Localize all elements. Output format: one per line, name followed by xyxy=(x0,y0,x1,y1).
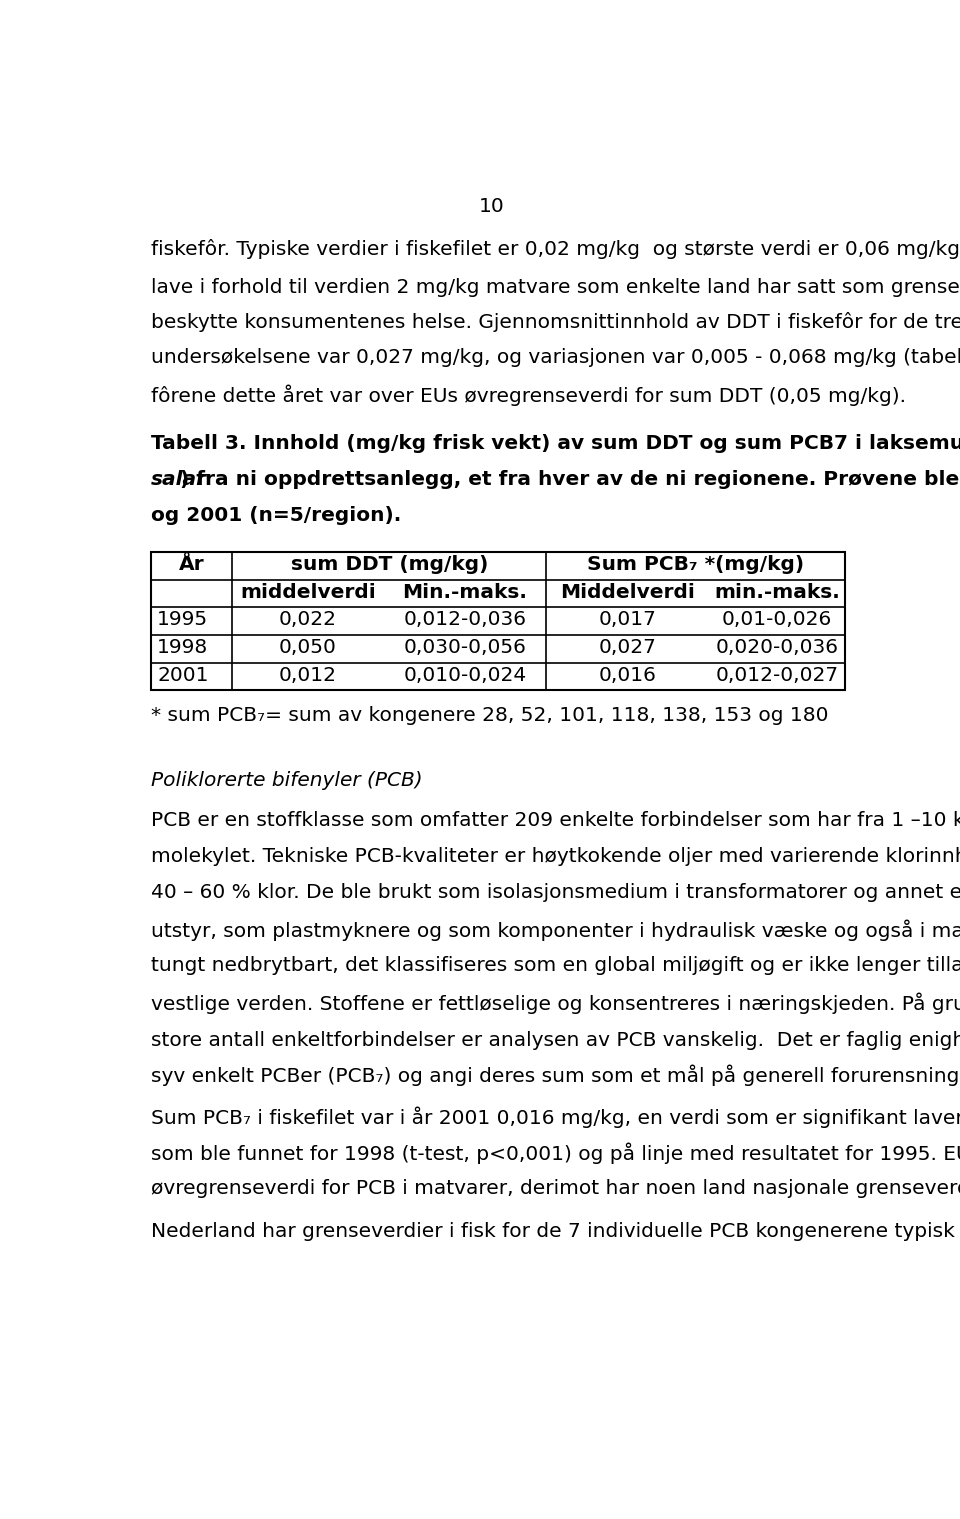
Text: 0,030-0,056: 0,030-0,056 xyxy=(403,638,526,658)
Text: sum DDT (mg/kg): sum DDT (mg/kg) xyxy=(291,554,488,574)
Text: store antall enkeltforbindelser er analysen av PCB vanskelig.  Det er faglig eni: store antall enkeltforbindelser er analy… xyxy=(151,1028,960,1050)
Text: 0,027: 0,027 xyxy=(599,638,657,658)
Text: Min.-maks.: Min.-maks. xyxy=(402,583,527,602)
Text: ) fra ni oppdrettsanlegg, et fra hver av de ni regionene. Prøvene ble tatt i 199: ) fra ni oppdrettsanlegg, et fra hver av… xyxy=(180,471,960,489)
Text: 0,010-0,024: 0,010-0,024 xyxy=(403,665,526,685)
Text: fôrene dette året var over EUs øvregrenseverdi for sum DDT (0,05 mg/kg).: fôrene dette året var over EUs øvregrens… xyxy=(151,384,906,406)
Text: utstyr, som plastmyknere og som komponenter i hydraulisk væske og også i maling.: utstyr, som plastmyknere og som komponen… xyxy=(151,919,960,942)
Text: 0,020-0,036: 0,020-0,036 xyxy=(715,638,838,658)
Text: salar: salar xyxy=(151,471,207,489)
Text: 1995: 1995 xyxy=(157,611,208,629)
Text: 1998: 1998 xyxy=(157,638,208,658)
Text: 10: 10 xyxy=(479,197,505,216)
Text: lave i forhold til verdien 2 mg/kg matvare som enkelte land har satt som grensev: lave i forhold til verdien 2 mg/kg matva… xyxy=(151,275,960,296)
Text: 0,017: 0,017 xyxy=(599,611,657,629)
Text: 40 – 60 % klor. De ble brukt som isolasjonsmedium i transformatorer og annet ele: 40 – 60 % klor. De ble brukt som isolasj… xyxy=(151,884,960,902)
Text: Sum PCB₇ *(mg/kg): Sum PCB₇ *(mg/kg) xyxy=(587,554,804,574)
Text: 0,016: 0,016 xyxy=(599,665,657,685)
Text: 0,012-0,036: 0,012-0,036 xyxy=(403,611,526,629)
Text: 0,01-0,026: 0,01-0,026 xyxy=(722,611,832,629)
Text: som ble funnet for 1998 (t-test, p<0,001) og på linje med resultatet for 1995. E: som ble funnet for 1998 (t-test, p<0,001… xyxy=(151,1142,960,1165)
Text: Sum PCB₇ i fiskefilet var i år 2001 0,016 mg/kg, en verdi som er signifikant lav: Sum PCB₇ i fiskefilet var i år 2001 0,01… xyxy=(151,1107,960,1129)
Text: beskytte konsumentenes helse. Gjennomsnittinnhold av DDT i fiskefôr for de tre: beskytte konsumentenes helse. Gjennomsni… xyxy=(151,311,960,331)
Text: PCB er en stoffklasse som omfatter 209 enkelte forbindelser som har fra 1 –10 kl: PCB er en stoffklasse som omfatter 209 e… xyxy=(151,811,960,829)
Text: 0,050: 0,050 xyxy=(279,638,337,658)
Text: undersøkelsene var 0,027 mg/kg, og variasjonen var 0,005 - 0,068 mg/kg (tabell 4: undersøkelsene var 0,027 mg/kg, og varia… xyxy=(151,348,960,366)
Text: 0,012-0,027: 0,012-0,027 xyxy=(715,665,838,685)
Text: Middelverdi: Middelverdi xyxy=(561,583,695,602)
Text: fiskefôr. Typiske verdier i fiskefilet er 0,02 mg/kg  og største verdi er 0,06 m: fiskefôr. Typiske verdier i fiskefilet e… xyxy=(151,240,960,260)
Bar xyxy=(151,551,845,691)
Text: Nederland har grenseverdier i fisk for de 7 individuelle PCB kongenerene typisk : Nederland har grenseverdier i fisk for d… xyxy=(151,1220,960,1241)
Text: min.-maks.: min.-maks. xyxy=(714,583,840,602)
Text: molekylet. Tekniske PCB-kvaliteter er høytkokende oljer med varierende klorinnho: molekylet. Tekniske PCB-kvaliteter er hø… xyxy=(151,848,960,866)
Text: Tabell 3. Innhold (mg/kg frisk vekt) av sum DDT og sum PCB7 i laksemuskel (Salmo: Tabell 3. Innhold (mg/kg frisk vekt) av … xyxy=(151,434,960,453)
Text: 0,022: 0,022 xyxy=(279,611,337,629)
Text: Poliklorerte bifenyler (PCB): Poliklorerte bifenyler (PCB) xyxy=(151,772,422,790)
Text: 2001: 2001 xyxy=(157,665,208,685)
Text: vestlige verden. Stoffene er fettløselige og konsentreres i næringskjeden. På gr: vestlige verden. Stoffene er fettløselig… xyxy=(151,992,960,1013)
Text: og 2001 (n=5/region).: og 2001 (n=5/region). xyxy=(151,506,401,526)
Text: syv enkelt PCBer (PCB₇) og angi deres sum som et mål på generell forurensning.: syv enkelt PCBer (PCB₇) og angi deres su… xyxy=(151,1065,960,1086)
Text: øvregrenseverdi for PCB i matvarer, derimot har noen land nasjonale grenseverdie: øvregrenseverdi for PCB i matvarer, deri… xyxy=(151,1179,960,1198)
Text: 0,012: 0,012 xyxy=(279,665,337,685)
Text: tungt nedbrytbart, det klassifiseres som en global miljøgift og er ikke lenger t: tungt nedbrytbart, det klassifiseres som… xyxy=(151,955,960,975)
Text: middelverdi: middelverdi xyxy=(240,583,375,602)
Text: År: År xyxy=(179,554,204,574)
Text: * sum PCB₇= sum av kongenere 28, 52, 101, 118, 138, 153 og 180: * sum PCB₇= sum av kongenere 28, 52, 101… xyxy=(151,706,828,725)
